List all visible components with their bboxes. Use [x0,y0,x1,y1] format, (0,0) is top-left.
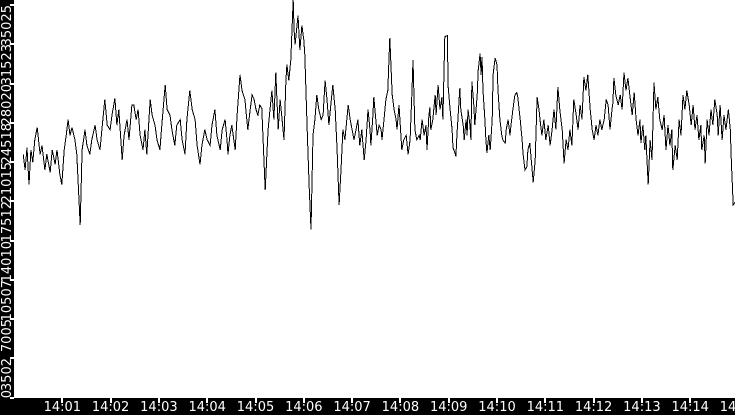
y-tick-label: 24518 [0,122,15,165]
x-tick-label: 14:08 [381,400,420,415]
plot-area [14,0,735,398]
y-tick [10,82,14,85]
x-tick [206,398,209,403]
y-tick-label: 7005 [0,319,15,353]
x-tick [157,398,160,403]
x-tick [61,398,64,403]
x-tick-label: 14:04 [188,400,226,415]
x-tick [399,398,402,403]
x-tick-label: 14:15 [719,400,735,415]
x-tick-label: 14:07 [333,400,371,415]
y-tick [10,318,14,320]
x-tick [254,398,257,403]
x-tick [496,398,498,403]
x-tick-label: 14:01 [43,400,82,415]
y-tick-label: 21015 [0,162,15,204]
x-tick [544,398,547,403]
y-tick-label: 28020 [0,83,15,125]
x-tick-label: 14:02 [91,400,130,415]
x-tick-label: 14:12 [574,400,613,415]
x-tick [447,398,450,403]
x-tick [351,398,354,403]
y-tick [10,4,14,7]
y-tick [10,161,14,163]
y-tick-label: 10507 [0,279,15,322]
x-tick-label: 14:14 [671,400,709,415]
y-tick [10,200,14,203]
y-tick-label: 3502 [0,358,15,392]
x-tick-label: 14:13 [623,400,661,415]
y-tick [10,121,14,124]
x-tick [689,398,692,403]
x-tick-label: 14:10 [478,400,516,415]
x-tick-label: 14:09 [429,400,468,415]
x-tick-label: 14:11 [526,400,565,415]
x-tick [592,398,595,403]
y-tick-label: 35025 [0,5,15,47]
x-tick-label: 14:06 [285,400,323,415]
y-tick [10,396,14,399]
x-tick [640,398,643,403]
x-tick-label: 14:05 [236,400,275,415]
x-tick-label: 14:03 [140,400,178,415]
x-tick [109,398,112,403]
y-tick [10,357,14,360]
y-tick [10,278,14,281]
y-tick [10,239,14,242]
y-tick-label: 17512 [0,201,15,243]
x-tick [302,398,305,403]
y-tick [10,43,14,46]
y-tick-label: 14010 [0,240,15,282]
series-line [22,0,735,230]
y-tick-label: 31523 [0,44,15,86]
